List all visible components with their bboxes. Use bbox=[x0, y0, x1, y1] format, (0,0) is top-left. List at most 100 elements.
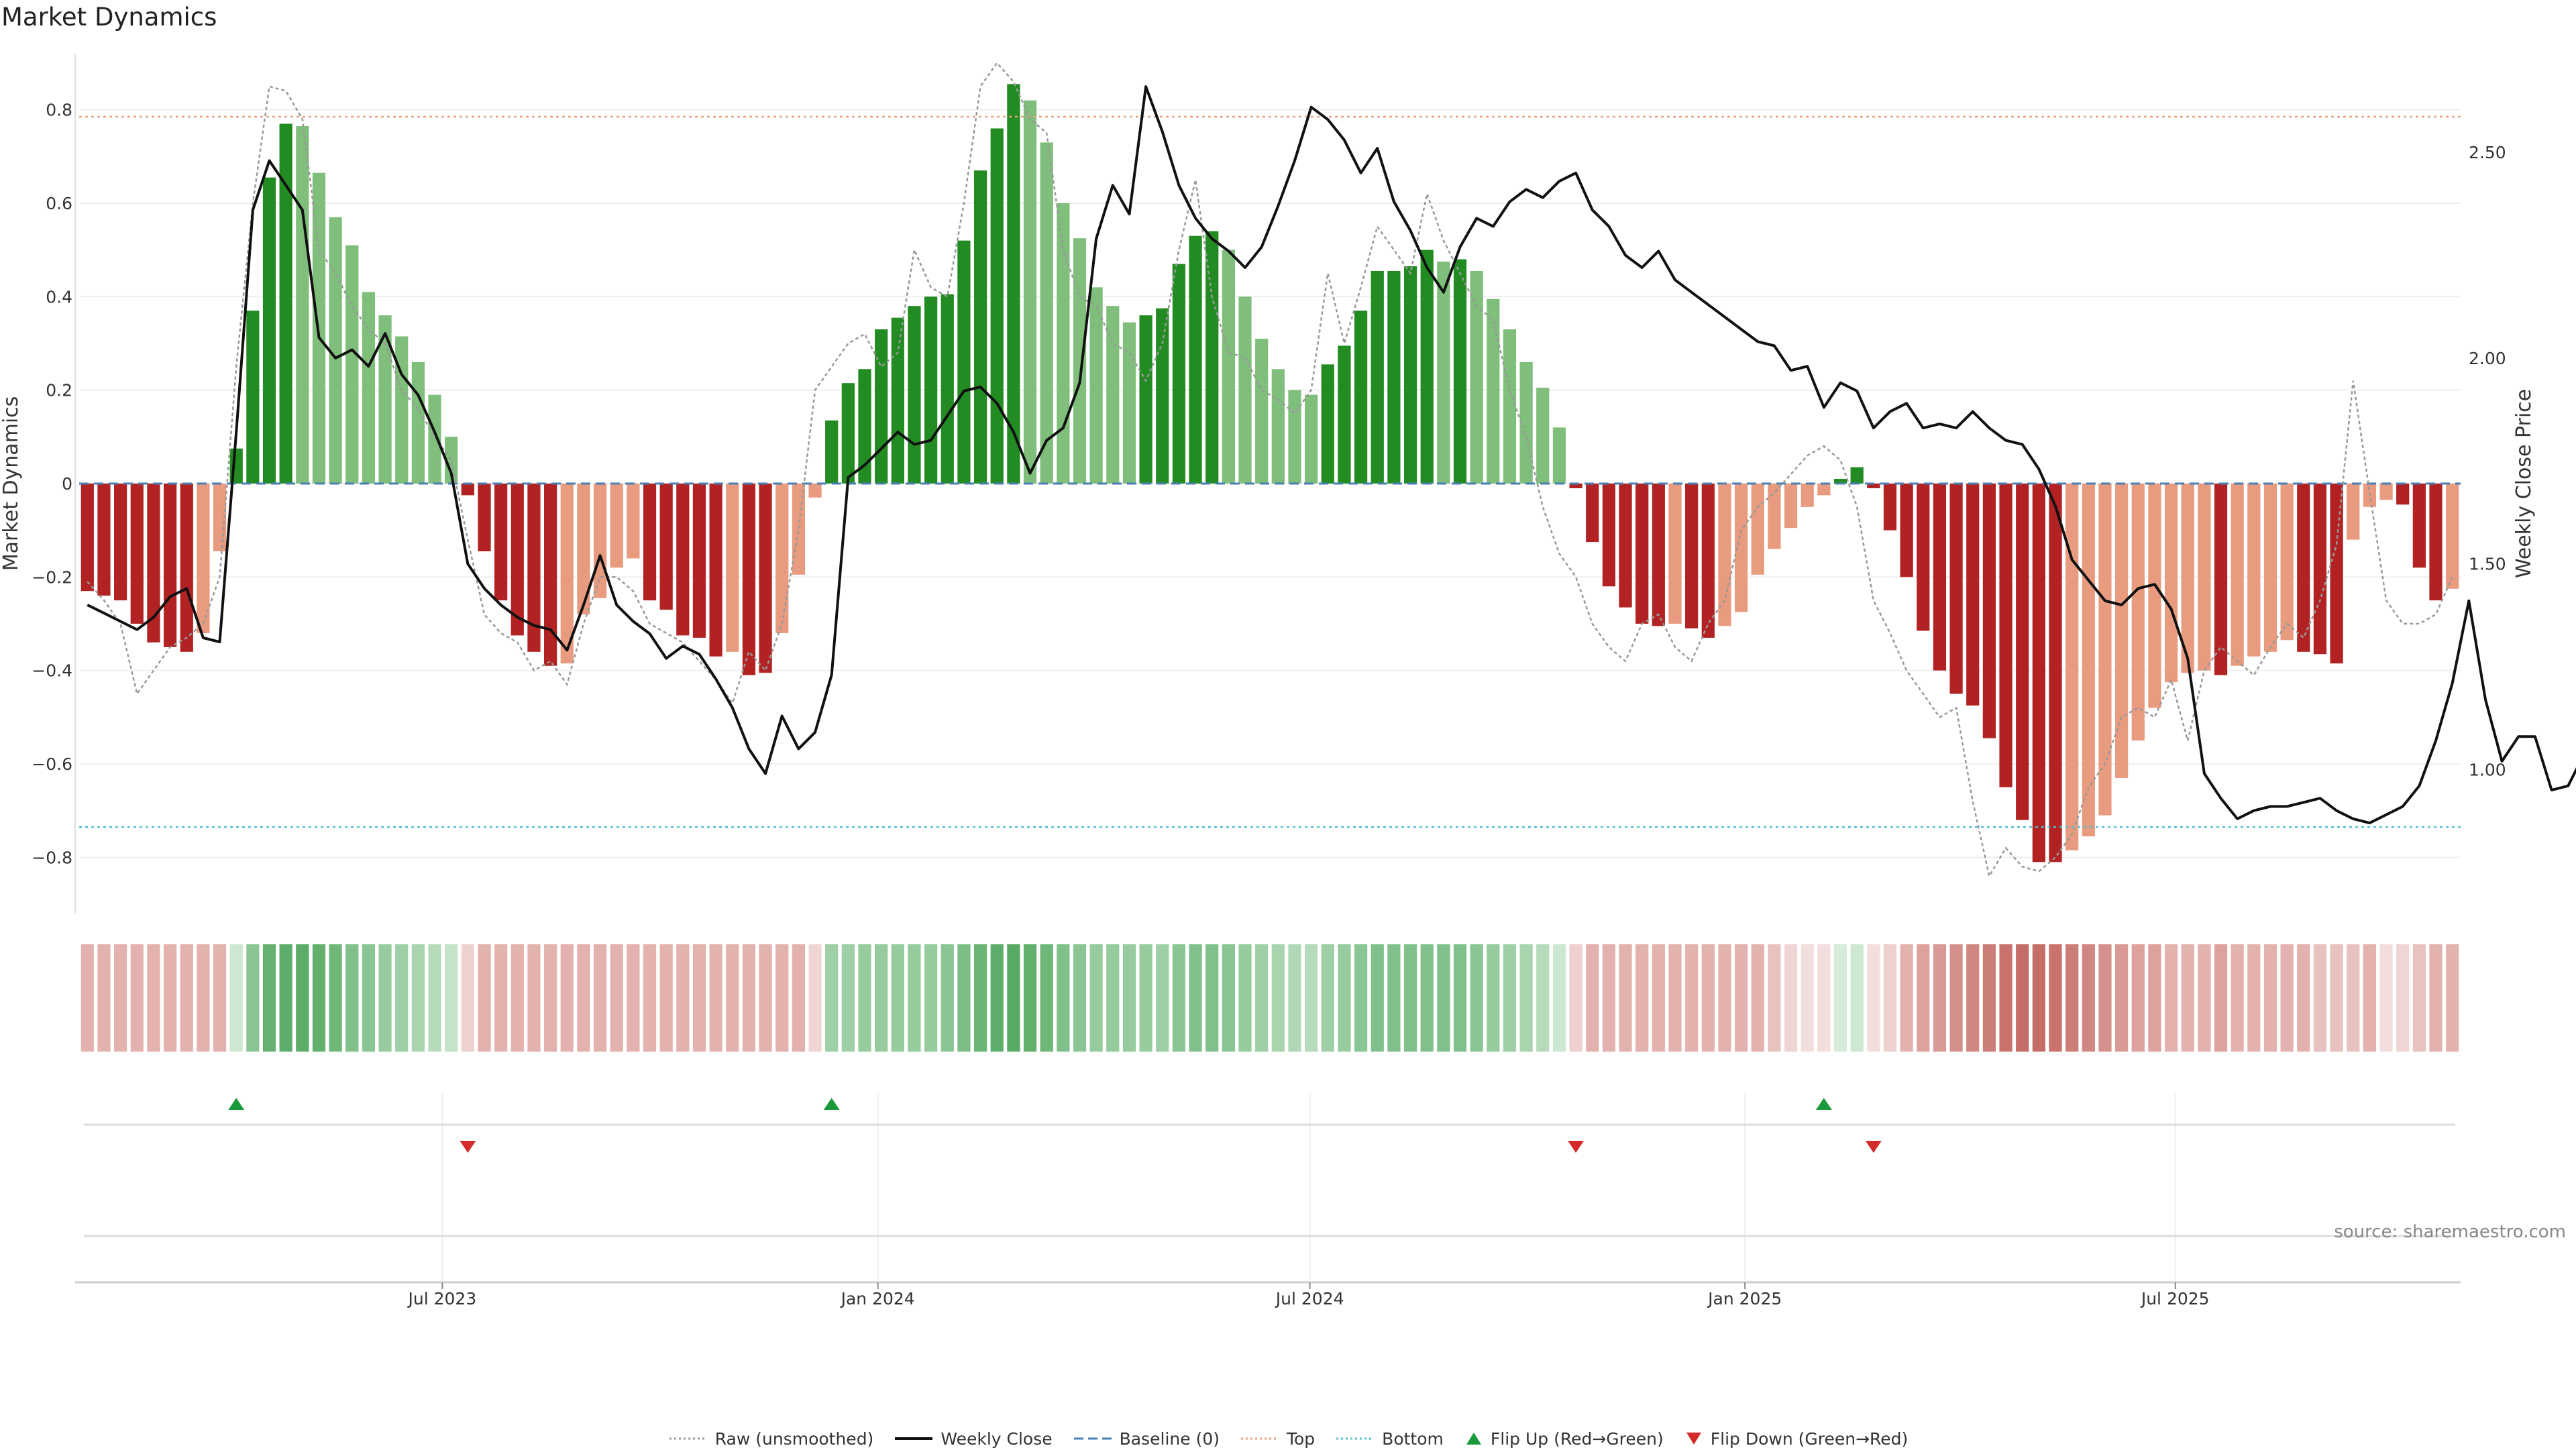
y-axis-label: Market Dynamics bbox=[0, 396, 23, 571]
legend-label-close: Weekly Close bbox=[941, 1429, 1053, 1449]
heat-cell bbox=[560, 944, 574, 1052]
bar bbox=[1073, 238, 1087, 484]
heat-cell bbox=[1387, 944, 1401, 1052]
heat-cell bbox=[1982, 944, 1996, 1052]
y-tick-label: 0.2 bbox=[46, 381, 72, 400]
heat-cell bbox=[1900, 944, 1913, 1052]
x-tick-label: Jul 2024 bbox=[1275, 1289, 1344, 1308]
heat-cell bbox=[2098, 944, 2112, 1052]
bar bbox=[246, 311, 260, 484]
bar bbox=[362, 292, 376, 484]
heat-cell bbox=[494, 944, 508, 1052]
bar bbox=[163, 484, 177, 647]
heat-cell bbox=[2198, 944, 2211, 1052]
bar bbox=[2347, 484, 2360, 540]
heat-cell bbox=[742, 944, 756, 1052]
heat-cell bbox=[213, 944, 227, 1052]
bar bbox=[973, 170, 987, 484]
heat-cell bbox=[2330, 944, 2343, 1052]
heat-cell bbox=[461, 944, 474, 1052]
bar bbox=[511, 484, 524, 636]
heat-cell bbox=[891, 944, 904, 1052]
bar bbox=[2131, 484, 2145, 741]
heat-cell bbox=[1784, 944, 1798, 1052]
bar bbox=[1917, 484, 1930, 631]
bar bbox=[1536, 388, 1550, 484]
bar bbox=[494, 484, 508, 601]
heat-cell bbox=[908, 944, 921, 1052]
bar bbox=[2446, 484, 2459, 589]
bar bbox=[2198, 484, 2211, 671]
bar bbox=[908, 306, 921, 484]
bar bbox=[345, 245, 359, 484]
y2-tick-label: 2.50 bbox=[2469, 143, 2506, 162]
y-tick-label: −0.8 bbox=[32, 848, 72, 867]
heat-cell bbox=[2297, 944, 2310, 1052]
heat-cell bbox=[511, 944, 524, 1052]
bar bbox=[1057, 203, 1070, 484]
y-tick-label: 0.6 bbox=[46, 194, 72, 213]
bar bbox=[1801, 484, 1814, 507]
x-tick-label: Jan 2024 bbox=[840, 1289, 915, 1308]
x-tick-label: Jul 2023 bbox=[407, 1289, 477, 1308]
dashed-line-icon bbox=[1073, 1437, 1112, 1440]
heat-cell bbox=[2263, 944, 2277, 1052]
heat-cell bbox=[1718, 944, 1731, 1052]
bar bbox=[1487, 298, 1500, 484]
bar bbox=[1205, 231, 1219, 484]
bar bbox=[1652, 484, 1665, 626]
bar bbox=[2263, 484, 2277, 652]
bar bbox=[825, 420, 839, 484]
heat-cell bbox=[1338, 944, 1351, 1052]
heat-cell bbox=[1255, 944, 1269, 1052]
bar bbox=[891, 317, 904, 484]
legend-item-flip-down: Flip Down (Green→Red) bbox=[1684, 1429, 1908, 1449]
bar bbox=[2412, 484, 2426, 568]
heat-cell bbox=[312, 944, 326, 1052]
heat-cell bbox=[2396, 944, 2410, 1052]
bar bbox=[2181, 484, 2194, 673]
legend-label-top: Top bbox=[1286, 1429, 1316, 1449]
bar bbox=[1784, 484, 1798, 528]
bar bbox=[2148, 484, 2161, 708]
bar bbox=[627, 484, 640, 559]
bar bbox=[1883, 484, 1897, 530]
bar bbox=[1900, 484, 1913, 577]
y-tick-label: −0.2 bbox=[32, 567, 72, 587]
heat-cell bbox=[80, 944, 94, 1052]
y-tick-label: 0.8 bbox=[46, 101, 72, 120]
heat-cell bbox=[1288, 944, 1301, 1052]
bar bbox=[1619, 484, 1632, 608]
heat-cell bbox=[1801, 944, 1814, 1052]
bar bbox=[775, 484, 789, 633]
bar bbox=[1668, 484, 1682, 624]
heat-cell bbox=[543, 944, 557, 1052]
bar bbox=[1734, 484, 1748, 612]
triangle-down-icon bbox=[1686, 1433, 1701, 1445]
heat-cell bbox=[1867, 944, 1880, 1052]
bar bbox=[2032, 484, 2045, 862]
bar bbox=[2115, 484, 2129, 778]
bar bbox=[527, 484, 541, 652]
bar bbox=[560, 484, 574, 664]
bar bbox=[858, 369, 871, 484]
heat-cell bbox=[2032, 944, 2045, 1052]
heat-cell bbox=[1057, 944, 1070, 1052]
bar bbox=[1403, 266, 1417, 484]
heat-cell bbox=[1999, 944, 2012, 1052]
bar bbox=[1569, 484, 1582, 488]
heat-cell bbox=[445, 944, 458, 1052]
bar bbox=[1023, 100, 1037, 484]
bar bbox=[411, 361, 425, 484]
bar bbox=[1635, 484, 1649, 624]
bar bbox=[1156, 308, 1169, 484]
heat-cell bbox=[197, 944, 210, 1052]
bar bbox=[2313, 484, 2327, 655]
bar bbox=[378, 315, 392, 484]
bar bbox=[97, 484, 111, 596]
dotted-line-cyan-icon bbox=[1336, 1437, 1375, 1440]
heat-cell bbox=[1833, 944, 1847, 1052]
heat-cell bbox=[2016, 944, 2029, 1052]
heat-cell bbox=[428, 944, 441, 1052]
bar bbox=[875, 329, 888, 484]
